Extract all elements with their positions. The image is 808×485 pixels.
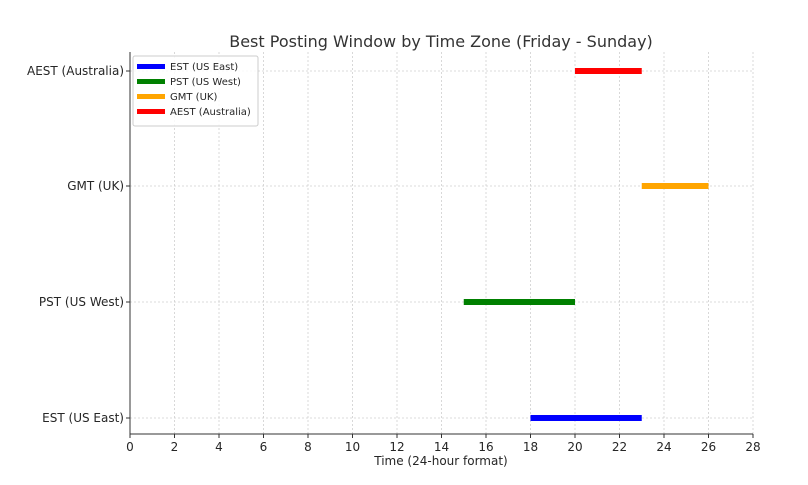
x-tick-label: 12 — [389, 440, 404, 454]
range-bar — [463, 299, 575, 305]
x-tick-label: 14 — [434, 440, 449, 454]
x-tick-label: 10 — [345, 440, 360, 454]
legend-label: PST (US West) — [170, 77, 241, 88]
x-tick-label: 8 — [304, 440, 312, 454]
legend-swatch — [137, 79, 165, 84]
x-tick-label: 18 — [523, 440, 538, 454]
x-ticks: 0 2 4 6 8 10 12 14 16 18 20 22 24 26 28 — [126, 434, 761, 454]
range-bar — [575, 68, 642, 74]
x-tick-label: 2 — [171, 440, 179, 454]
x-tick-label: 24 — [656, 440, 671, 454]
range-bar — [530, 415, 642, 421]
x-tick-label: 6 — [260, 440, 268, 454]
y-tick-label: GMT (UK) — [67, 179, 124, 193]
y-ticks: EST (US East) PST (US West) GMT (UK) AEST (… — [27, 64, 130, 425]
x-tick-label: 26 — [701, 440, 716, 454]
chart-title: Best Posting Window by Time Zone (Friday… — [229, 32, 653, 51]
legend-box — [132, 55, 259, 127]
legend: EST (US East) PST (US West) GMT (UK) AEST (… — [132, 55, 259, 127]
legend-swatch — [137, 64, 165, 69]
x-tick-label: 28 — [745, 440, 760, 454]
y-tick-label: EST (US East) — [42, 411, 124, 425]
x-tick-label: 20 — [567, 440, 582, 454]
x-axis-title: Time (24-hour format) — [373, 454, 507, 468]
y-tick-label: PST (US West) — [39, 295, 124, 309]
legend-label: GMT (UK) — [170, 92, 217, 103]
y-tick-label: AEST (Australia) — [27, 64, 124, 78]
x-tick-label: 22 — [612, 440, 627, 454]
x-tick-label: 4 — [215, 440, 223, 454]
x-tick-label: 0 — [126, 440, 134, 454]
legend-label: AEST (Australia) — [170, 107, 251, 118]
legend-label: EST (US East) — [170, 62, 238, 73]
x-tick-label: 16 — [478, 440, 493, 454]
bars — [463, 68, 709, 421]
range-bar — [641, 183, 709, 189]
legend-swatch — [137, 94, 165, 99]
legend-swatch — [137, 109, 165, 114]
